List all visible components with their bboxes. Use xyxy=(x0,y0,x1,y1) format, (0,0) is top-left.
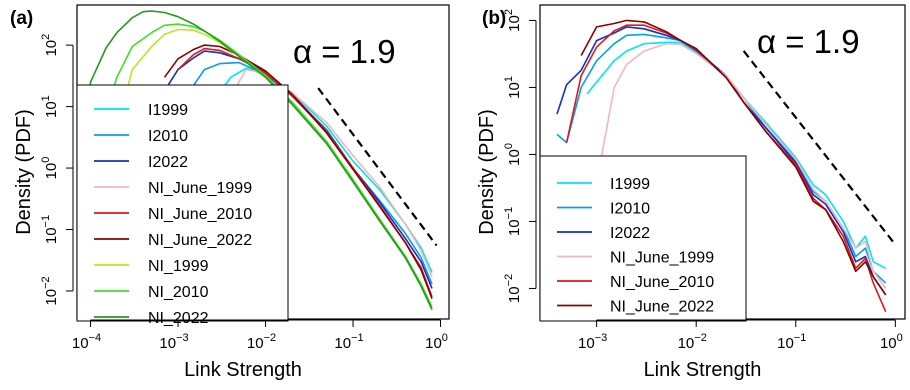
y-axis: 10−2 10−1 100 101 102 xyxy=(40,34,74,306)
legend-label-ni-june-1999: NI_June_1999 xyxy=(610,250,714,267)
x-axis: 10−4 10−3 10−2 10−1 100 xyxy=(72,319,448,352)
y-tick-label: 100 xyxy=(40,157,60,180)
legend-label-i2010: I2010 xyxy=(148,128,188,145)
power-law-guide-line xyxy=(317,87,438,247)
x-tick-label: 10−2 xyxy=(678,332,707,352)
legend-label-i2022: I2022 xyxy=(148,154,188,171)
y-axis: 10−2 10−1 100 101 102 xyxy=(503,9,537,303)
series-line-ni-2022 xyxy=(85,10,433,310)
x-tick-label: 10−1 xyxy=(334,332,363,352)
y-tick-label: 10−2 xyxy=(503,274,523,303)
panel-b: α = 1.9 I1999 I2010 I2022 NI_June_1999 NI_Jun… xyxy=(476,4,906,381)
legend-label-ni-june-2010: NI_June_2010 xyxy=(148,206,252,223)
alpha-annotation: α = 1.9 xyxy=(757,23,860,60)
legend-label-i1999: I1999 xyxy=(148,102,188,119)
legend: I1999 I2010 I2022 NI_June_1999 NI_June_2010 N… xyxy=(539,155,747,322)
x-tick-label: 100 xyxy=(880,332,903,352)
panel-label: (b) xyxy=(482,8,506,29)
y-tick-label: 102 xyxy=(40,34,60,57)
y-tick-label: 10−2 xyxy=(40,276,60,305)
y-tick-label: 101 xyxy=(40,95,60,118)
x-axis: 10−3 10−2 10−1 100 xyxy=(578,319,903,352)
legend-box xyxy=(76,84,289,322)
panel-label: (a) xyxy=(10,8,33,29)
y-axis-title: Density (PDF) xyxy=(476,109,498,235)
x-tick-label: 100 xyxy=(425,332,448,352)
x-axis-title: Link Strength xyxy=(184,359,302,381)
legend: I1999 I2010 I2022 NI_June_1999 NI_June_2010 N… xyxy=(76,84,289,327)
y-tick-label: 10−1 xyxy=(40,215,60,244)
legend-label-ni-june-2022: NI_June_2022 xyxy=(610,299,714,316)
legend-label-ni-1999: NI_1999 xyxy=(148,258,209,275)
y-tick-label: 10−1 xyxy=(503,207,523,236)
legend-label-ni-june-1999: NI_June_1999 xyxy=(148,180,252,197)
x-axis-title: Link Strength xyxy=(644,359,762,381)
legend-label-i2022: I2022 xyxy=(610,225,650,242)
series-group xyxy=(85,10,433,310)
legend-label-ni-june-2022: NI_June_2022 xyxy=(148,232,252,249)
panel-a: α = 1.9 I1999 I2010 I2022 NI_June_1999 NI_Jun… xyxy=(10,4,450,381)
legend-label-ni-2010: NI_2010 xyxy=(148,284,209,301)
legend-label-i2010: I2010 xyxy=(610,201,650,218)
legend-label-i1999: I1999 xyxy=(610,176,650,193)
series-line-ni-june-1999 xyxy=(599,42,887,289)
alpha-annotation: α = 1.9 xyxy=(293,33,396,70)
x-tick-label: 10−2 xyxy=(247,332,276,352)
x-tick-label: 10−4 xyxy=(72,332,101,352)
y-tick-label: 100 xyxy=(503,143,523,166)
x-tick-label: 10−1 xyxy=(777,332,806,352)
series-line-ni-2010 xyxy=(96,23,433,308)
y-tick-label: 102 xyxy=(503,9,523,32)
series-line-ni-june-2022 xyxy=(163,44,433,299)
series-line-ni-june-1999 xyxy=(212,68,433,278)
series-line-ni-june-2022 xyxy=(580,19,887,296)
legend-label-ni-june-2010: NI_June_2010 xyxy=(610,274,714,291)
y-axis-title: Density (PDF) xyxy=(13,109,35,235)
power-law-guide-line xyxy=(742,50,897,246)
series-group xyxy=(556,19,887,313)
x-tick-label: 10−3 xyxy=(159,332,188,352)
legend-label-ni-2022: NI_2022 xyxy=(148,310,209,327)
x-tick-label: 10−3 xyxy=(578,332,607,352)
y-tick-label: 101 xyxy=(503,76,523,99)
